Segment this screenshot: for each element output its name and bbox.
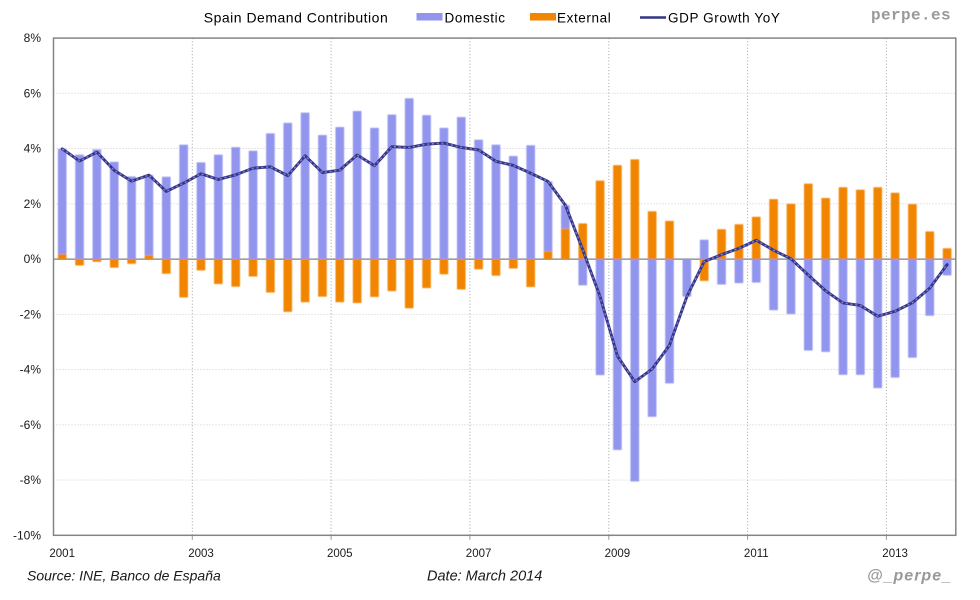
svg-text:6%: 6% — [24, 86, 42, 100]
svg-text:GDP Growth YoY: GDP Growth YoY — [668, 11, 780, 26]
svg-text:-10%: -10% — [13, 528, 41, 542]
svg-text:Spain Demand Contribution: Spain Demand Contribution — [204, 10, 389, 26]
svg-text:-6%: -6% — [20, 418, 42, 432]
svg-text:2003: 2003 — [188, 548, 214, 560]
svg-text:-8%: -8% — [20, 473, 42, 487]
svg-text:2009: 2009 — [605, 548, 631, 560]
svg-text:Domestic: Domestic — [445, 11, 506, 26]
svg-text:-4%: -4% — [20, 363, 42, 377]
svg-text:External: External — [557, 11, 611, 26]
svg-text:0%: 0% — [24, 252, 42, 266]
svg-text:Date: March 2014: Date: March 2014 — [427, 569, 542, 585]
svg-text:2013: 2013 — [882, 548, 908, 560]
svg-text:2005: 2005 — [327, 548, 353, 560]
svg-text:perpe.es: perpe.es — [871, 7, 951, 25]
svg-text:8%: 8% — [24, 31, 42, 45]
svg-text:-2%: -2% — [20, 307, 42, 321]
svg-text:Source: INE, Banco de España: Source: INE, Banco de España — [27, 568, 221, 584]
svg-text:2001: 2001 — [49, 548, 75, 560]
svg-text:2011: 2011 — [744, 548, 769, 560]
svg-text:2007: 2007 — [466, 548, 492, 560]
svg-text:2%: 2% — [24, 197, 42, 211]
svg-text:@_perpe_: @_perpe_ — [867, 568, 952, 585]
svg-text:4%: 4% — [24, 142, 42, 156]
